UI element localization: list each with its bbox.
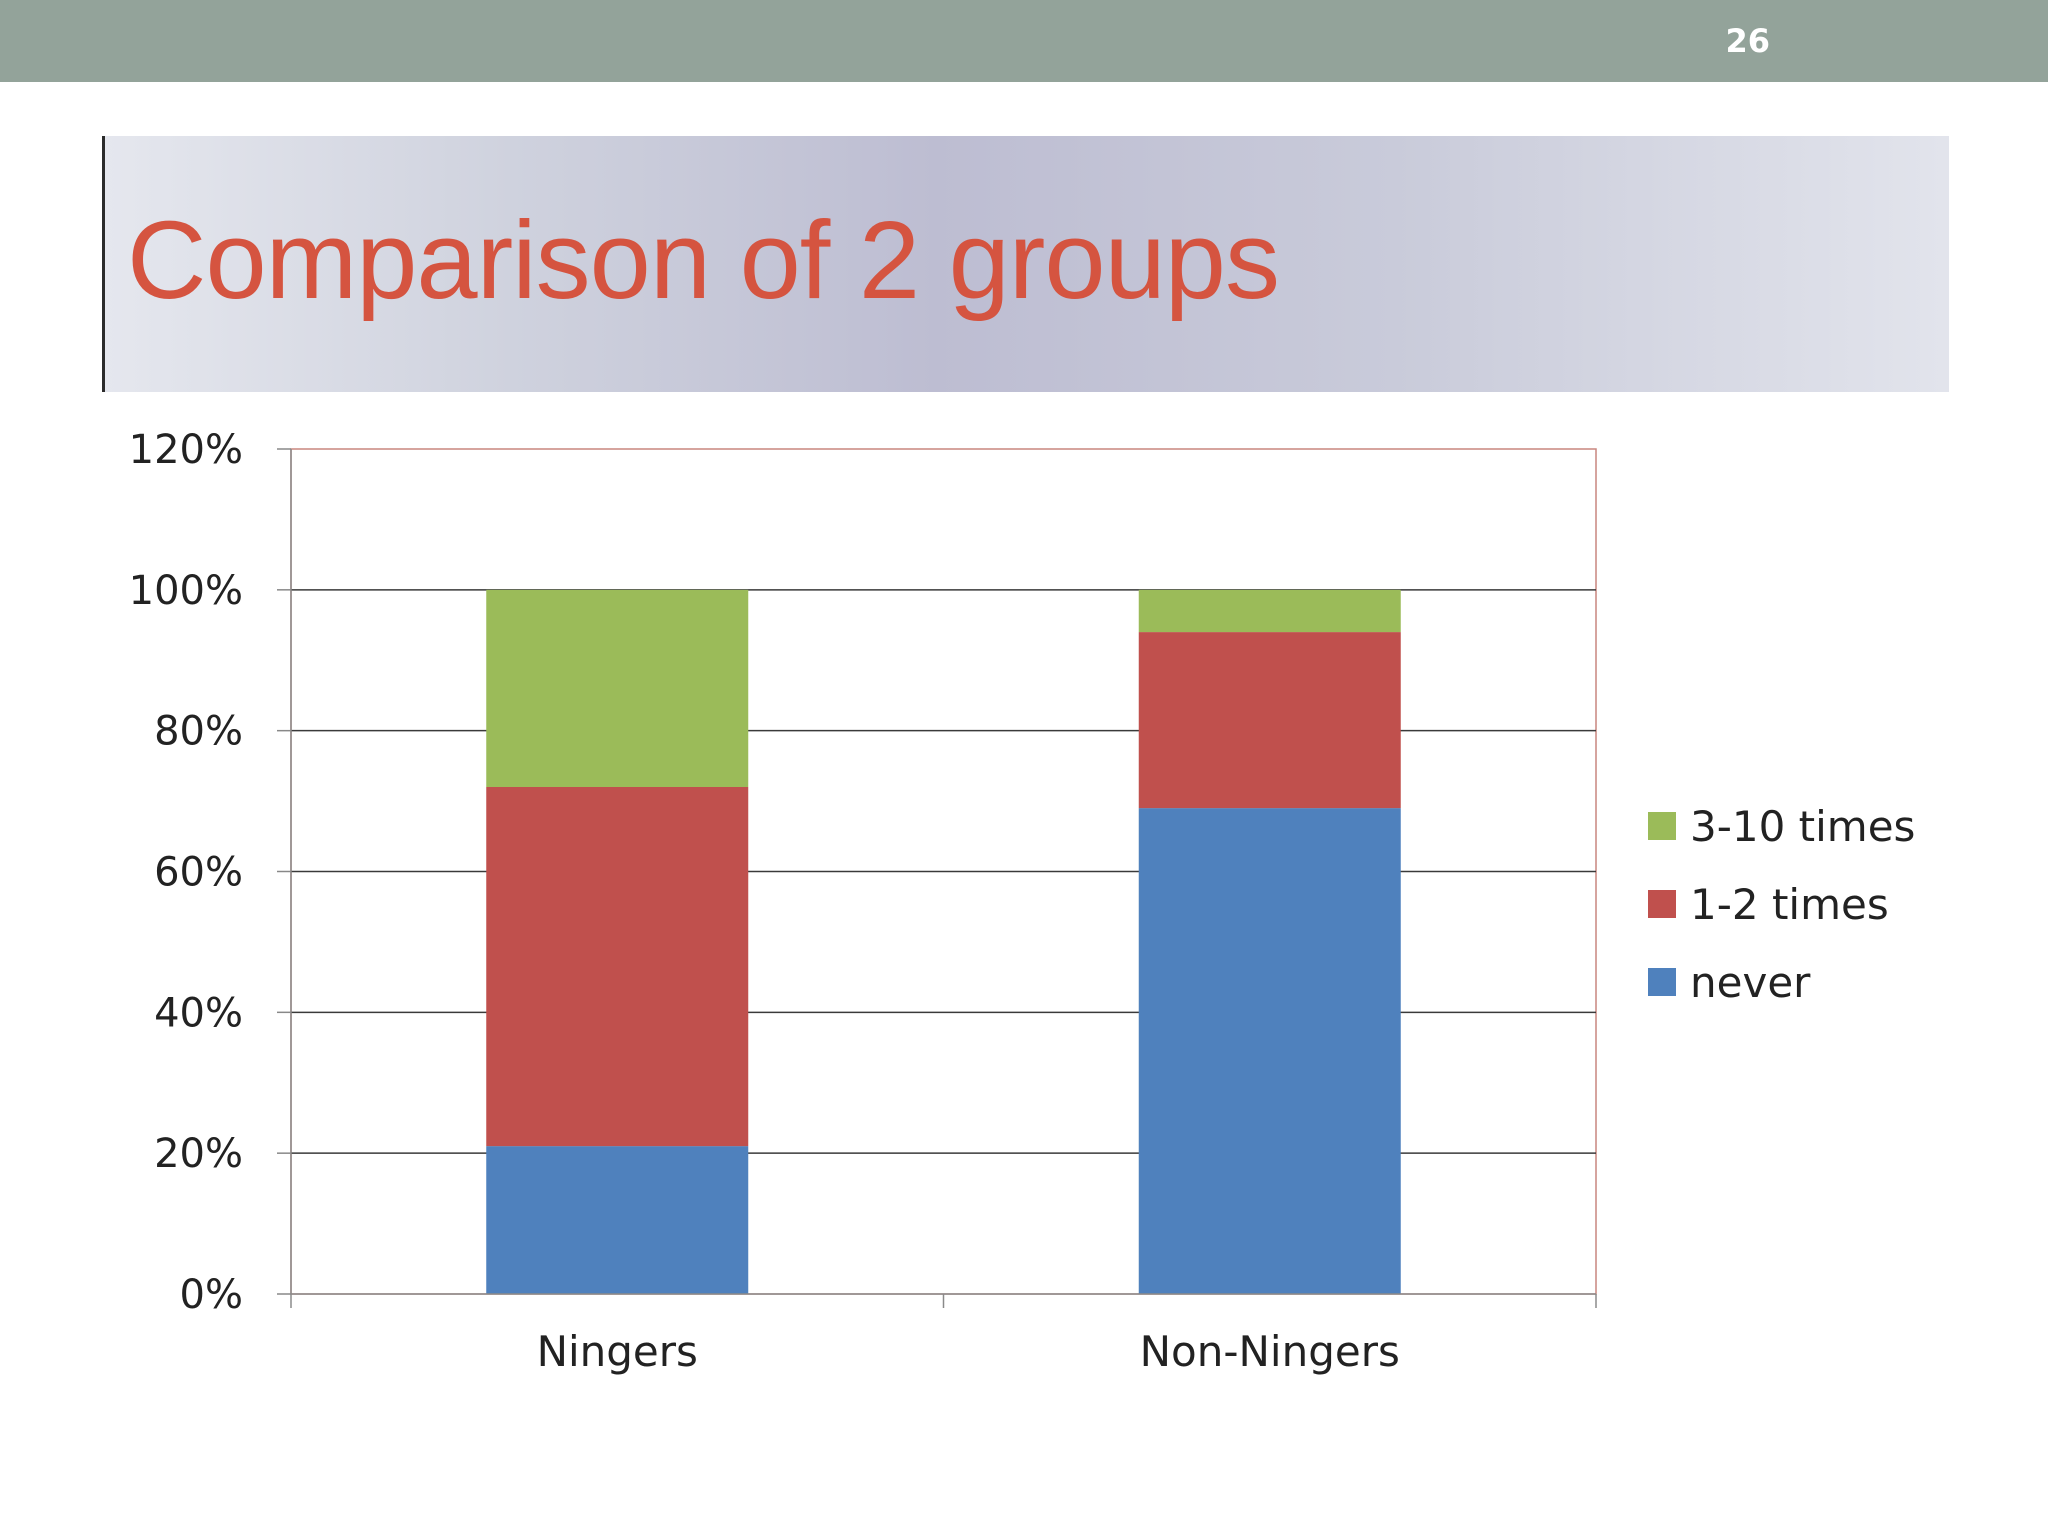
legend-swatch — [1648, 812, 1676, 840]
legend-label: 1-2 times — [1690, 880, 1889, 929]
bar-segment — [486, 1146, 749, 1294]
y-tick-label: 40% — [154, 990, 243, 1036]
legend-label: 3-10 times — [1690, 802, 1915, 851]
y-tick-label: 0% — [180, 1272, 243, 1318]
bar-segment — [486, 787, 749, 1147]
bar-segment — [1138, 589, 1401, 633]
x-category-label: Ningers — [537, 1327, 698, 1376]
y-tick-label: 20% — [154, 1131, 243, 1177]
slide-title: Comparison of 2 groups — [127, 199, 1280, 322]
y-tick-label: 60% — [154, 850, 243, 896]
y-tick-label: 80% — [154, 709, 243, 755]
bars — [486, 589, 1401, 1294]
legend-swatch — [1648, 890, 1676, 918]
axes: 0% 20% 40% 60% 80% 100% 120% Ningers Non-Ningers — [129, 427, 1597, 1376]
slide-number: 26 — [1725, 22, 1770, 60]
y-tick-label: 100% — [129, 568, 243, 614]
bar-segment — [1138, 808, 1401, 1294]
x-category-label: Non-Ningers — [1140, 1327, 1400, 1376]
bar-segment — [486, 589, 749, 787]
legend: 3-10 times 1-2 times never — [1648, 802, 1915, 1007]
bar-segment — [1138, 632, 1401, 809]
legend-label: never — [1690, 958, 1811, 1007]
y-tick-label: 120% — [129, 427, 243, 473]
legend-swatch — [1648, 968, 1676, 996]
top-bar: 26 — [0, 0, 2048, 82]
title-banner: Comparison of 2 groups — [102, 136, 1949, 392]
